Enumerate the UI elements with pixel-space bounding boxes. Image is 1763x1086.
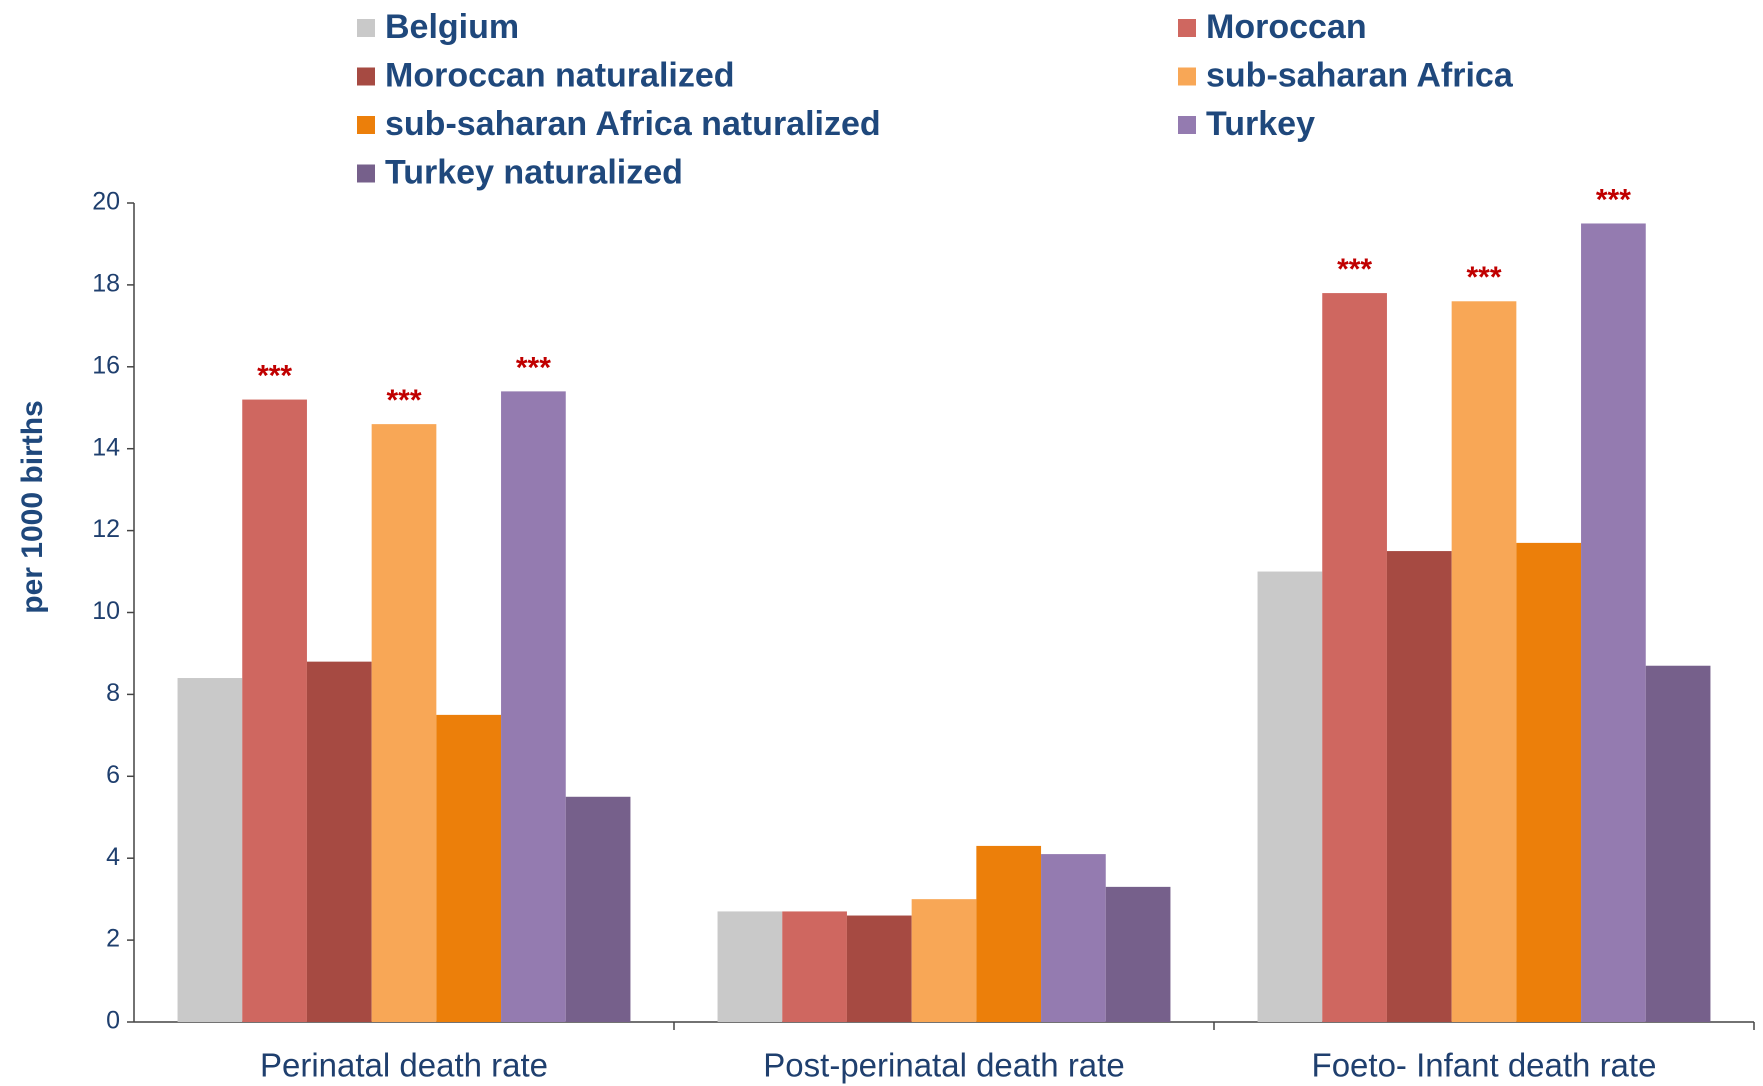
y-tick-label: 14 xyxy=(92,433,120,461)
bar xyxy=(1041,854,1106,1022)
legend-swatch xyxy=(357,116,375,134)
y-tick-label: 4 xyxy=(106,843,120,871)
annotation: *** xyxy=(1466,261,1501,294)
x-tick-label: Perinatal death rate xyxy=(260,1047,548,1084)
bar xyxy=(177,678,243,1022)
bar xyxy=(911,899,977,1022)
bar xyxy=(1645,665,1711,1022)
legend-swatch xyxy=(1178,116,1196,134)
y-tick-label: 10 xyxy=(92,597,120,625)
y-tick-label: 0 xyxy=(106,1007,120,1035)
bar xyxy=(846,915,912,1022)
bar xyxy=(1581,223,1646,1023)
bar xyxy=(1105,886,1171,1022)
bar xyxy=(717,911,783,1022)
annotation: *** xyxy=(1337,253,1372,286)
bar xyxy=(242,399,307,1022)
bar xyxy=(501,391,566,1022)
bar xyxy=(436,714,502,1022)
y-tick-label: 2 xyxy=(106,925,120,953)
bar xyxy=(1257,571,1323,1022)
y-tick-label: 8 xyxy=(106,679,120,707)
bar xyxy=(565,796,631,1022)
x-tick-label: Foeto- Infant death rate xyxy=(1312,1047,1657,1084)
bar xyxy=(1386,551,1452,1022)
bar xyxy=(306,661,372,1022)
y-tick-label: 20 xyxy=(92,188,120,216)
legend-label: Moroccan xyxy=(1206,8,1367,46)
legend-swatch xyxy=(1178,67,1196,86)
bar xyxy=(782,911,847,1022)
y-tick-label: 12 xyxy=(92,515,120,543)
y-tick-label: 16 xyxy=(92,351,120,379)
y-tick-label: 18 xyxy=(92,270,120,298)
y-axis-label: per 1000 births xyxy=(16,400,49,613)
annotation: *** xyxy=(257,359,292,392)
legend-label: Turkey naturalized xyxy=(385,153,683,191)
legend-label: sub-saharan Africa xyxy=(1206,56,1514,94)
y-tick-label: 6 xyxy=(106,761,120,789)
annotation: *** xyxy=(516,351,551,384)
bar xyxy=(371,424,437,1022)
legend-swatch xyxy=(357,67,375,86)
legend-label: sub-saharan Africa naturalized xyxy=(385,105,881,143)
bar xyxy=(1451,301,1517,1022)
bar xyxy=(1516,542,1582,1022)
legend-swatch xyxy=(357,164,375,183)
legend-swatch xyxy=(1178,19,1196,37)
bar xyxy=(1322,293,1387,1023)
annotation: *** xyxy=(386,384,421,417)
legend-label: Belgium xyxy=(385,8,519,46)
legend-label: Turkey xyxy=(1206,105,1315,143)
bar xyxy=(976,845,1042,1022)
x-tick-label: Post-perinatal death rate xyxy=(763,1047,1124,1084)
legend-label: Moroccan naturalized xyxy=(385,56,735,94)
legend-swatch xyxy=(357,19,375,37)
annotation: *** xyxy=(1596,183,1631,216)
